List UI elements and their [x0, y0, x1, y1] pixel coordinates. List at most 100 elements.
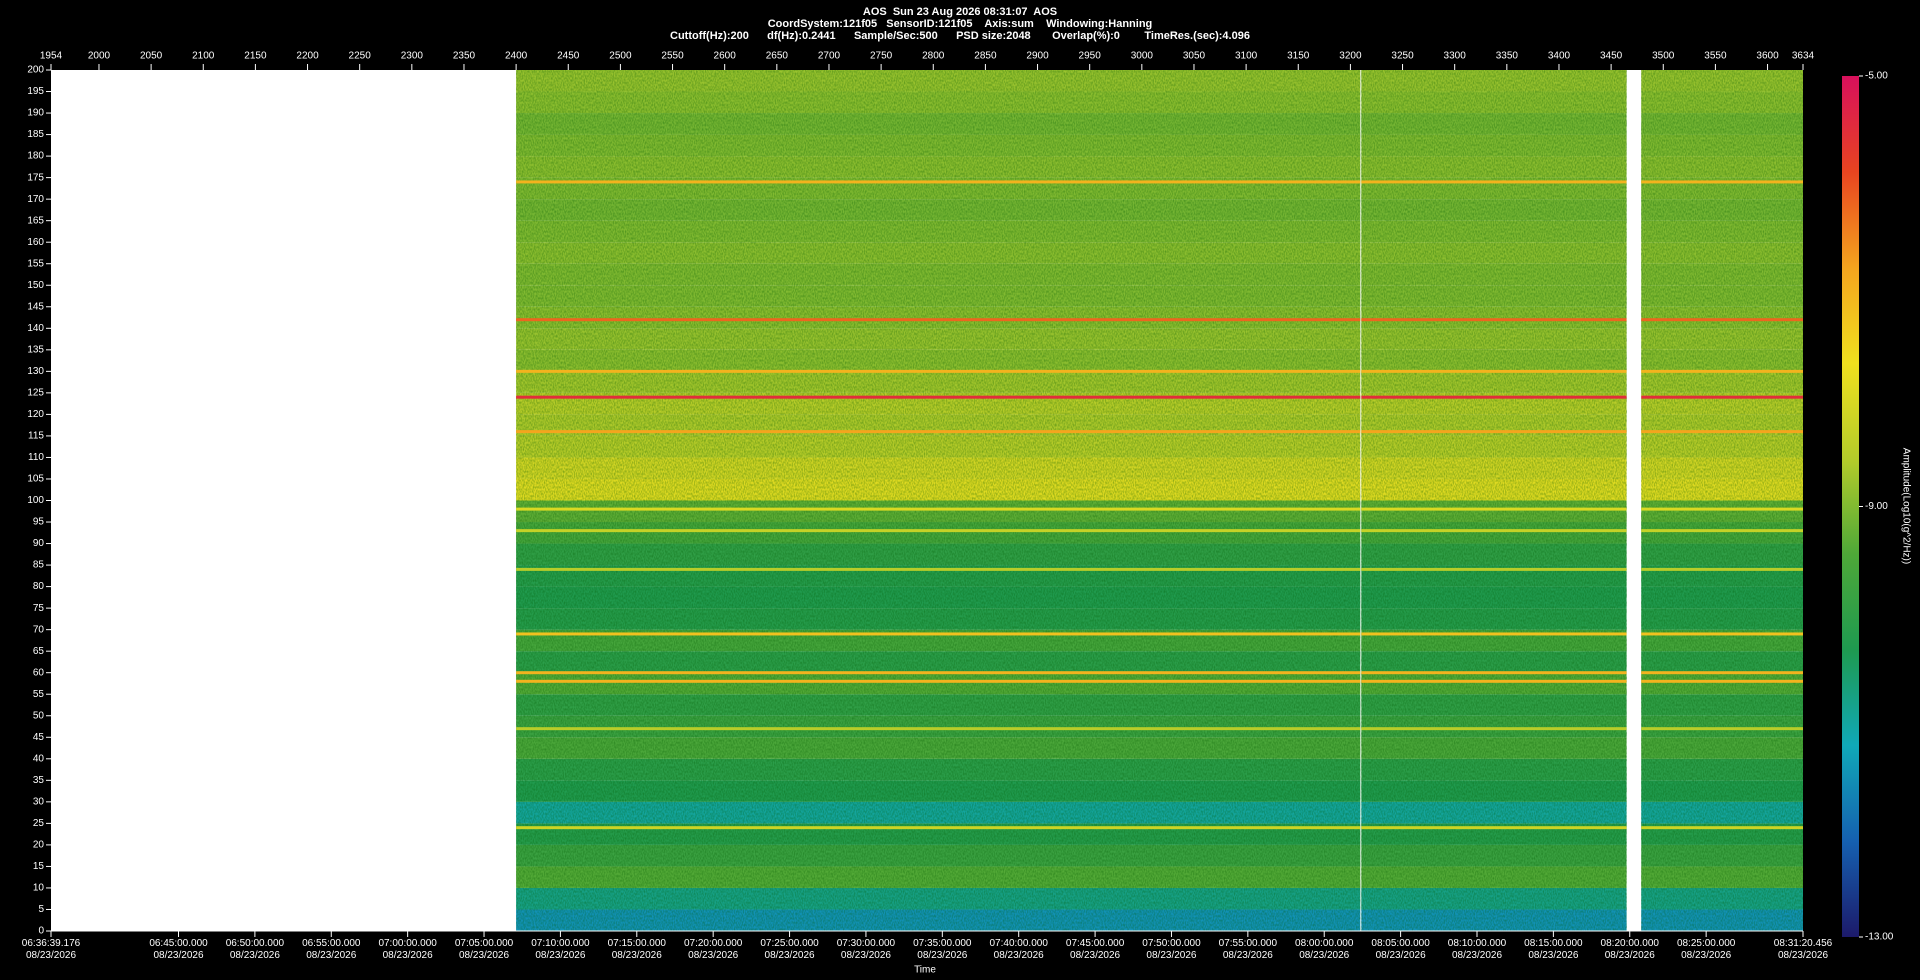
time-tick-label: 07:40:00.000 08/23/2026 [990, 938, 1049, 961]
tonal-line [516, 826, 1361, 830]
y-tick-label: 25 [33, 818, 45, 829]
time-tick-label: 08:10:00.000 08/23/2026 [1448, 938, 1507, 961]
colorbar-tick-label: -5.00 [1865, 71, 1888, 82]
y-tick-label: 50 [33, 710, 45, 721]
chart-subtitle: Cuttoff(Hz):200 df(Hz):0.2441 Sample/Sec… [670, 30, 1250, 42]
tonal-line [1641, 567, 1803, 571]
time-tick-label: 07:55:00.000 08/23/2026 [1219, 938, 1278, 961]
y-tick-label: 150 [27, 280, 44, 291]
tonal-line [1641, 679, 1803, 683]
time-tick-label: 07:45:00.000 08/23/2026 [1066, 938, 1125, 961]
time-tick-label: 08:20:00.000 08/23/2026 [1601, 938, 1660, 961]
y-tick-label: 55 [33, 689, 45, 700]
tonal-line [1641, 632, 1803, 636]
time-tick-label: 06:36:39.176 08/23/2026 [22, 938, 81, 961]
x-tick-label: 3000 [1131, 51, 1154, 62]
tonal-line [1641, 395, 1803, 399]
texture [516, 70, 1361, 931]
x-tick-label: 3400 [1548, 51, 1571, 62]
x-tick-label: 1954 [40, 51, 63, 62]
chart-subtitle: CoordSystem:121f05 SensorID:121f05 Axis:… [768, 18, 1153, 30]
tonal-line [1641, 727, 1803, 731]
tonal-line [1641, 529, 1803, 533]
colorbar-tick-label: -9.00 [1865, 501, 1888, 512]
time-tick-label: 08:25:00.000 08/23/2026 [1677, 938, 1736, 961]
time-tick-label: 07:05:00.000 08/23/2026 [455, 938, 514, 961]
tonal-line [1361, 632, 1627, 636]
time-tick-label: 07:25:00.000 08/23/2026 [760, 938, 819, 961]
tonal-line [1361, 318, 1627, 322]
tonal-line [1641, 826, 1803, 830]
x-tick-label: 2700 [818, 51, 841, 62]
x-tick-label: 2500 [609, 51, 632, 62]
x-tick-label: 3100 [1235, 51, 1258, 62]
x-tick-label: 2350 [453, 51, 476, 62]
time-tick-label: 07:00:00.000 08/23/2026 [378, 938, 437, 961]
texture [1361, 70, 1627, 931]
y-tick-label: 45 [33, 732, 45, 743]
y-tick-label: 135 [27, 344, 44, 355]
tonal-line [1641, 318, 1803, 322]
time-tick-label: 06:55:00.000 08/23/2026 [302, 938, 361, 961]
tonal-line [1361, 507, 1627, 511]
chart-title: AOS Sun 23 Aug 2026 08:31:07 AOS [863, 6, 1057, 18]
y-tick-label: 0 [38, 926, 44, 937]
x-tick-label: 2400 [505, 51, 528, 62]
tonal-line [516, 529, 1361, 533]
tonal-line [1641, 180, 1803, 184]
time-tick-label: 06:45:00.000 08/23/2026 [149, 938, 208, 961]
y-tick-label: 60 [33, 667, 45, 678]
x-tick-label: 2200 [296, 51, 319, 62]
tonal-line [516, 430, 1361, 434]
tonal-line [1361, 180, 1627, 184]
tonal-line [516, 369, 1361, 373]
x-tick-label: 3500 [1652, 51, 1675, 62]
colorbar-label: Amplitude(Log10(g^2/Hz)) [1900, 448, 1911, 564]
x-tick-label: 2650 [766, 51, 789, 62]
x-tick-label: 2600 [714, 51, 737, 62]
tonal-line [516, 671, 1361, 675]
time-tick-label: 08:00:00.000 08/23/2026 [1295, 938, 1354, 961]
tonal-line [1361, 826, 1627, 830]
tonal-line [1361, 529, 1627, 533]
tonal-line [1361, 395, 1627, 399]
x-axis-label: Time [914, 965, 936, 976]
x-tick-label: 2450 [557, 51, 580, 62]
y-tick-label: 120 [27, 409, 44, 420]
y-tick-label: 100 [27, 495, 44, 506]
tonal-line [1361, 567, 1627, 571]
x-tick-label: 2150 [244, 51, 267, 62]
y-tick-label: 75 [33, 603, 45, 614]
tonal-line [516, 632, 1361, 636]
time-tick-label: 08:15:00.000 08/23/2026 [1524, 938, 1583, 961]
y-tick-label: 195 [27, 86, 44, 97]
x-tick-label: 2550 [661, 51, 684, 62]
y-tick-label: 70 [33, 624, 45, 635]
x-tick-label: 2000 [88, 51, 111, 62]
x-tick-label: 3200 [1339, 51, 1362, 62]
x-tick-label: 3300 [1444, 51, 1467, 62]
time-tick-label: 08:05:00.000 08/23/2026 [1371, 938, 1430, 961]
tonal-line [516, 318, 1361, 322]
x-tick-label: 2750 [870, 51, 893, 62]
y-tick-label: 10 [33, 883, 45, 894]
y-tick-label: 95 [33, 517, 45, 528]
x-tick-label: 3150 [1287, 51, 1310, 62]
y-tick-label: 5 [38, 904, 44, 915]
y-tick-label: 80 [33, 581, 45, 592]
x-tick-label: 2100 [192, 51, 215, 62]
y-tick-label: 35 [33, 775, 45, 786]
tonal-line [1641, 369, 1803, 373]
y-tick-label: 90 [33, 538, 45, 549]
x-tick-label: 3600 [1756, 51, 1779, 62]
colorbar [1842, 76, 1859, 937]
x-tick-label: 2300 [401, 51, 424, 62]
texture [1641, 70, 1803, 931]
y-tick-label: 130 [27, 366, 44, 377]
tonal-line [516, 180, 1361, 184]
y-tick-label: 170 [27, 194, 44, 205]
tonal-line [1361, 369, 1627, 373]
tonal-line [1361, 671, 1627, 675]
y-tick-label: 110 [28, 452, 44, 463]
x-tick-label: 3450 [1600, 51, 1623, 62]
